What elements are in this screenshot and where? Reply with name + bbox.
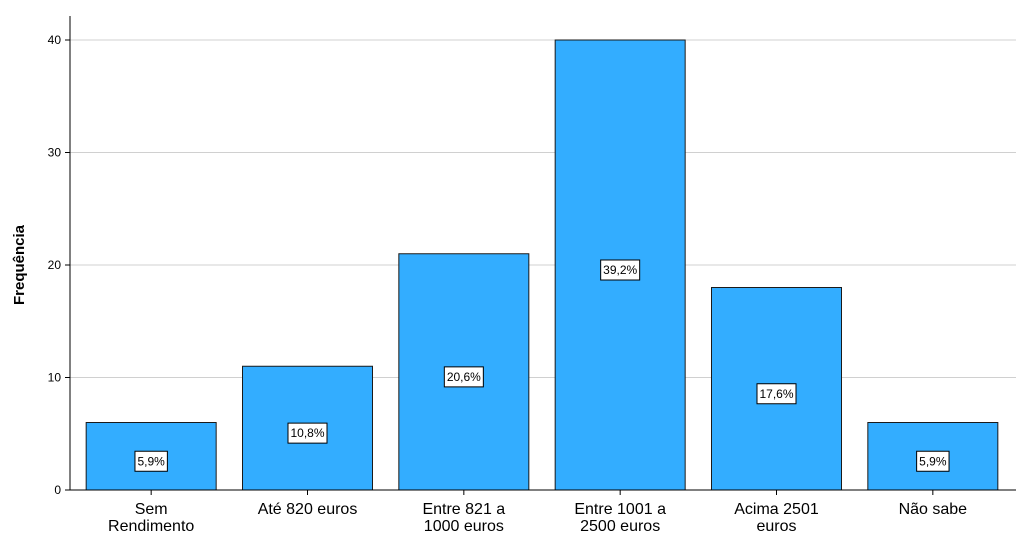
x-tick-label-line: Entre 1001 a — [574, 501, 666, 518]
data-label-box — [600, 259, 641, 281]
x-tick-label-line: Até 820 euros — [258, 501, 358, 518]
y-tick-label: 0 — [54, 483, 61, 497]
x-tick-label: Até 820 euros — [258, 501, 358, 518]
x-tick-label-line: Não sabe — [899, 501, 968, 518]
x-tick-label-line: Rendimento — [108, 518, 194, 535]
x-tick-label: Sem Rendimento — [108, 501, 194, 535]
y-tick-label: 10 — [48, 371, 62, 385]
x-tick-label-line: 1000 euros — [424, 518, 504, 535]
data-label-box — [443, 366, 484, 388]
x-tick-label: Entre 1001 a 2500 euros — [574, 501, 666, 535]
data-label: 17,6% — [759, 387, 793, 401]
x-tick-label: Acima 2501 euros — [734, 501, 819, 535]
data-label: 5,9% — [137, 454, 165, 468]
data-label-box — [916, 450, 950, 472]
x-tick-label: Não sabe — [899, 501, 968, 518]
data-label: 39,2% — [603, 263, 637, 277]
data-label-box — [287, 422, 328, 444]
x-tick-label-line: 2500 euros — [580, 518, 660, 535]
percent-labels: 5,9% 10,8% 20,6% 39,2% 17,6% 5,9% — [134, 259, 950, 472]
y-tick-label: 30 — [48, 146, 62, 160]
axes — [69, 16, 1016, 491]
data-label: 10,8% — [290, 426, 324, 440]
x-tick-label-line: Entre 821 a — [422, 501, 505, 518]
gridlines — [70, 39, 1016, 378]
x-tick-label-line: Acima 2501 — [734, 501, 819, 518]
data-label: 5,9% — [919, 454, 947, 468]
data-label: 20,6% — [447, 370, 481, 384]
y-tick-label: 20 — [48, 258, 62, 272]
x-tick-label-line: euros — [756, 518, 796, 535]
x-category-labels: Sem Rendimento Até 820 euros Entre 821 a 100… — [108, 490, 967, 535]
x-tick-label: Entre 821 a 1000 euros — [422, 501, 505, 535]
data-label-box — [134, 450, 168, 472]
y-tick-label: 40 — [48, 33, 62, 47]
y-tick-labels: 0 10 20 30 40 — [48, 33, 70, 497]
data-label-box — [756, 383, 797, 405]
y-axis-title: Frequência — [11, 224, 28, 305]
x-tick-label-line: Sem — [135, 501, 168, 518]
